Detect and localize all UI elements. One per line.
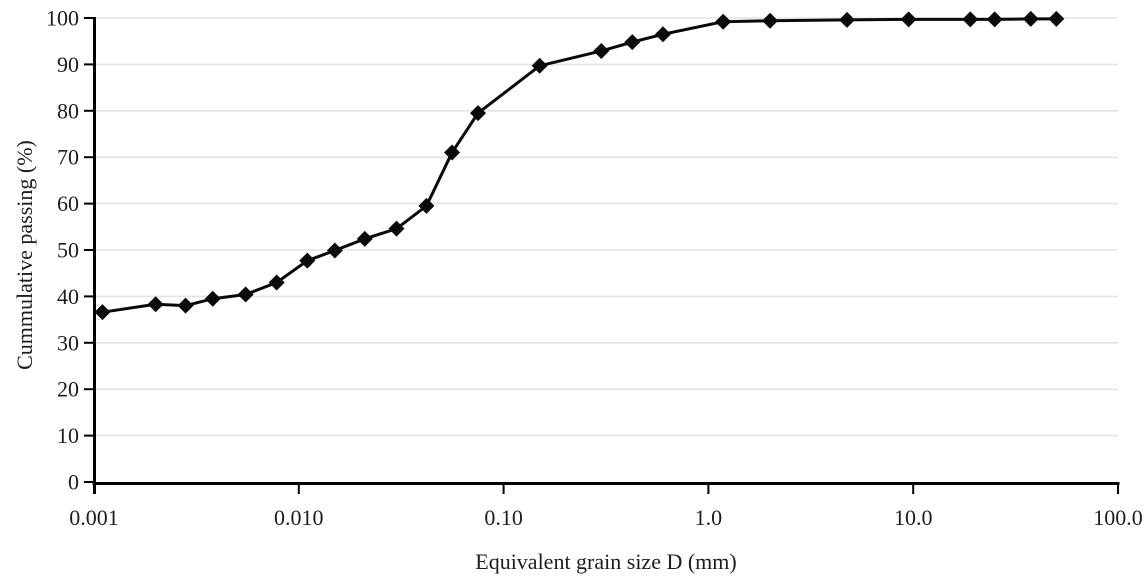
series-curve <box>94 10 1065 321</box>
data-point-marker <box>388 220 405 237</box>
data-point-marker <box>900 11 917 28</box>
x-tick-label: 0.001 <box>69 505 119 530</box>
axes <box>84 17 1120 494</box>
y-tick-label: 50 <box>57 238 79 263</box>
data-point-marker <box>204 290 221 307</box>
data-point-marker <box>624 34 641 51</box>
data-point-marker <box>326 242 343 259</box>
data-point-marker <box>356 230 373 247</box>
y-tick-labels: 0 10 20 30 40 50 60 70 80 90 100 <box>46 6 79 495</box>
data-point-marker <box>838 11 855 28</box>
data-point-marker <box>177 297 194 314</box>
data-point-marker <box>654 26 671 43</box>
data-point-marker <box>1048 10 1065 27</box>
x-tick-label: 100.0 <box>1093 505 1143 530</box>
data-point-marker <box>962 11 979 28</box>
x-tick-label: 0.10 <box>484 505 523 530</box>
data-point-marker <box>147 296 164 313</box>
data-point-marker <box>986 11 1003 28</box>
data-point-marker <box>444 144 461 161</box>
x-tick-label: 1.0 <box>695 505 723 530</box>
data-point-marker <box>593 42 610 59</box>
y-tick-label: 30 <box>57 330 79 355</box>
y-tick-label: 10 <box>57 423 79 448</box>
y-tick-label: 60 <box>57 191 79 216</box>
y-tick-label: 20 <box>57 377 79 402</box>
data-point-marker <box>237 286 254 303</box>
y-tick-label: 100 <box>46 6 79 31</box>
data-point-marker <box>418 197 435 214</box>
gridlines <box>94 17 1118 437</box>
data-point-marker <box>299 252 316 269</box>
data-point-marker <box>531 57 548 74</box>
y-tick-label: 40 <box>57 284 79 309</box>
y-tick-label: 0 <box>68 470 79 495</box>
data-point-marker <box>715 13 732 30</box>
y-tick-label: 90 <box>57 52 79 77</box>
data-point-marker <box>470 105 487 122</box>
data-point-marker <box>762 12 779 29</box>
x-tick-labels: 0.001 0.010 0.10 1.0 10.0 100.0 <box>69 505 1143 530</box>
data-point-marker <box>94 304 111 321</box>
y-tick-label: 70 <box>57 145 79 170</box>
x-tick-label: 10.0 <box>894 505 933 530</box>
y-axis-title: Cummulative passing (%) <box>12 140 37 370</box>
data-point-marker <box>268 274 285 291</box>
series-line <box>100 17 1058 314</box>
x-tick-label: 0.010 <box>274 505 324 530</box>
data-point-marker <box>1022 10 1039 27</box>
y-tick-label: 80 <box>57 98 79 123</box>
x-axis-title: Equivalent grain size D (mm) <box>475 549 736 574</box>
